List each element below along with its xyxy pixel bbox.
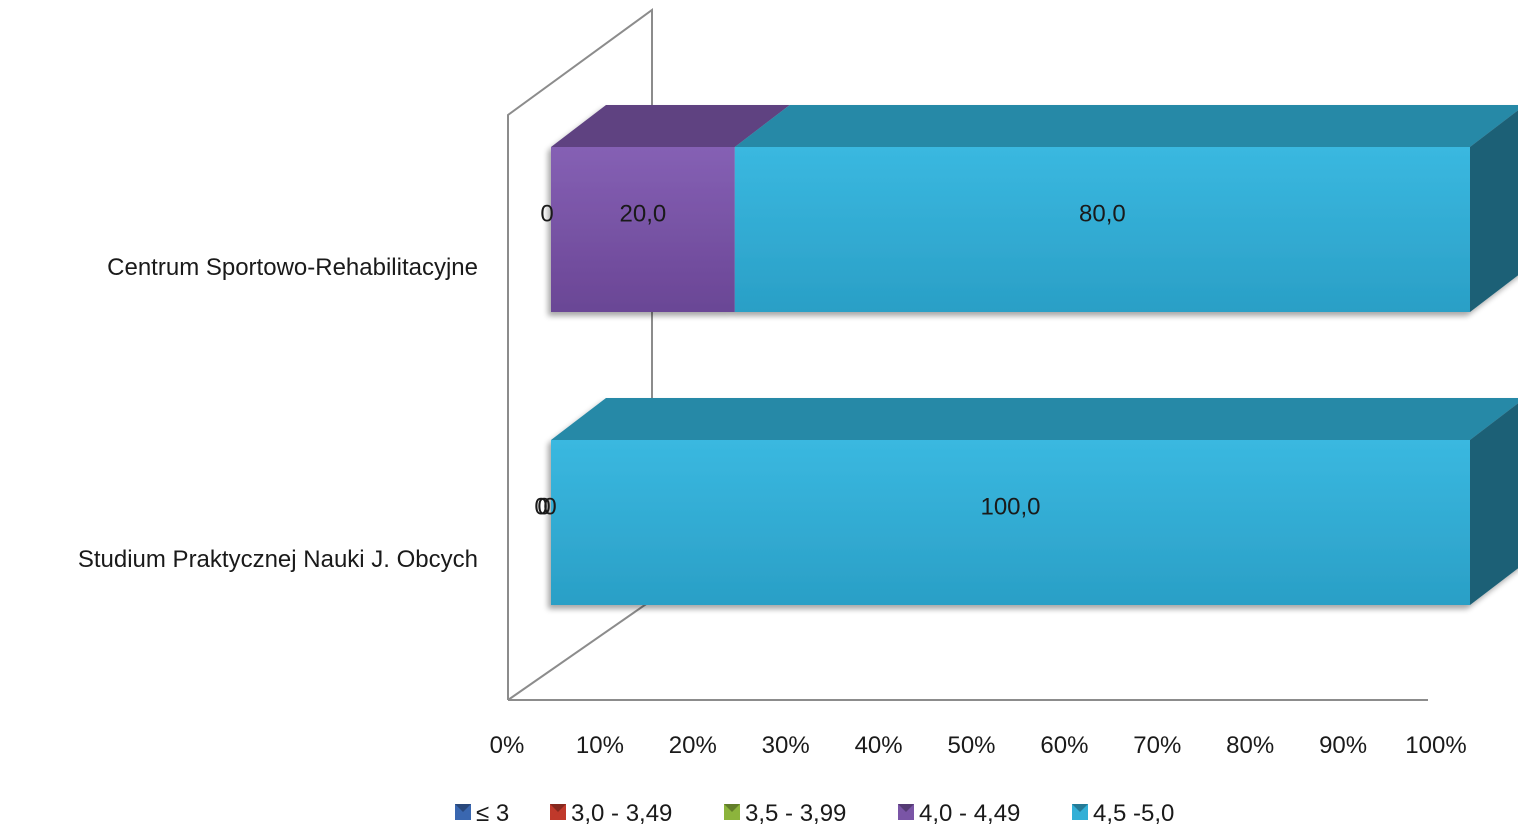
legend-swatch-0: [455, 804, 471, 820]
bar-group-1: [551, 398, 1518, 605]
data-label-1-1: 0: [537, 494, 550, 521]
data-label-1-3: 0: [543, 494, 556, 521]
legend-swatch-1: [550, 804, 566, 820]
data-label-0-3: 20,0: [620, 201, 667, 228]
x-tick-label: 60%: [1040, 732, 1088, 759]
legend-swatch-2: [724, 804, 740, 820]
data-label-1-0: 0: [534, 494, 547, 521]
category-labels: Centrum Sportowo-Rehabilitacyjne Studium …: [78, 254, 478, 573]
bar-top-0-3: [551, 105, 790, 147]
floor-depth-edge: [507, 599, 653, 701]
data-label-0-2: 0: [540, 201, 553, 228]
x-tick-label: 90%: [1319, 732, 1367, 759]
x-tick-label: 80%: [1226, 732, 1274, 759]
x-tick-label: 0%: [490, 732, 525, 759]
legend-label-3: 4,0 - 4,49: [919, 800, 1020, 827]
data-label-1-4: 100,0: [980, 494, 1040, 521]
bar-0-3: [551, 147, 735, 312]
legend: ≤ 3 3,0 - 3,49 3,5 - 3,99 4,0 - 4,49 4,5 -5,…: [455, 800, 1174, 827]
x-axis-ticks: 0% 10% 20% 30% 40% 50% 60% 70% 80% 90% 100%: [490, 732, 1467, 759]
chart-bars: [551, 105, 1518, 605]
legend-label-4: 4,5 -5,0: [1093, 800, 1174, 827]
category-label-0: Centrum Sportowo-Rehabilitacyjne: [107, 254, 478, 281]
category-label-1: Studium Praktycznej Nauki J. Obcych: [78, 546, 478, 573]
bar-top-0-4: [734, 105, 1518, 147]
bar-top-1-4: [551, 398, 1518, 440]
x-tick-label: 50%: [947, 732, 995, 759]
bar-group-0: [551, 105, 1518, 312]
legend-label-0: ≤ 3: [476, 800, 509, 827]
bar-side-0: [1470, 110, 1518, 312]
legend-swatch-4: [1072, 804, 1088, 820]
x-tick-label: 10%: [576, 732, 624, 759]
x-tick-label: 40%: [855, 732, 903, 759]
legend-label-1: 3,0 - 3,49: [571, 800, 672, 827]
bar-1-4: [551, 440, 1470, 605]
x-tick-label: 100%: [1405, 732, 1466, 759]
bar-side-1: [1470, 403, 1518, 605]
x-tick-label: 70%: [1133, 732, 1181, 759]
legend-swatch-3: [898, 804, 914, 820]
x-tick-label: 20%: [669, 732, 717, 759]
bar-0-4: [734, 147, 1470, 312]
legend-label-2: 3,5 - 3,99: [745, 800, 846, 827]
data-label-0-4: 80,0: [1079, 201, 1126, 228]
x-tick-label: 30%: [762, 732, 810, 759]
